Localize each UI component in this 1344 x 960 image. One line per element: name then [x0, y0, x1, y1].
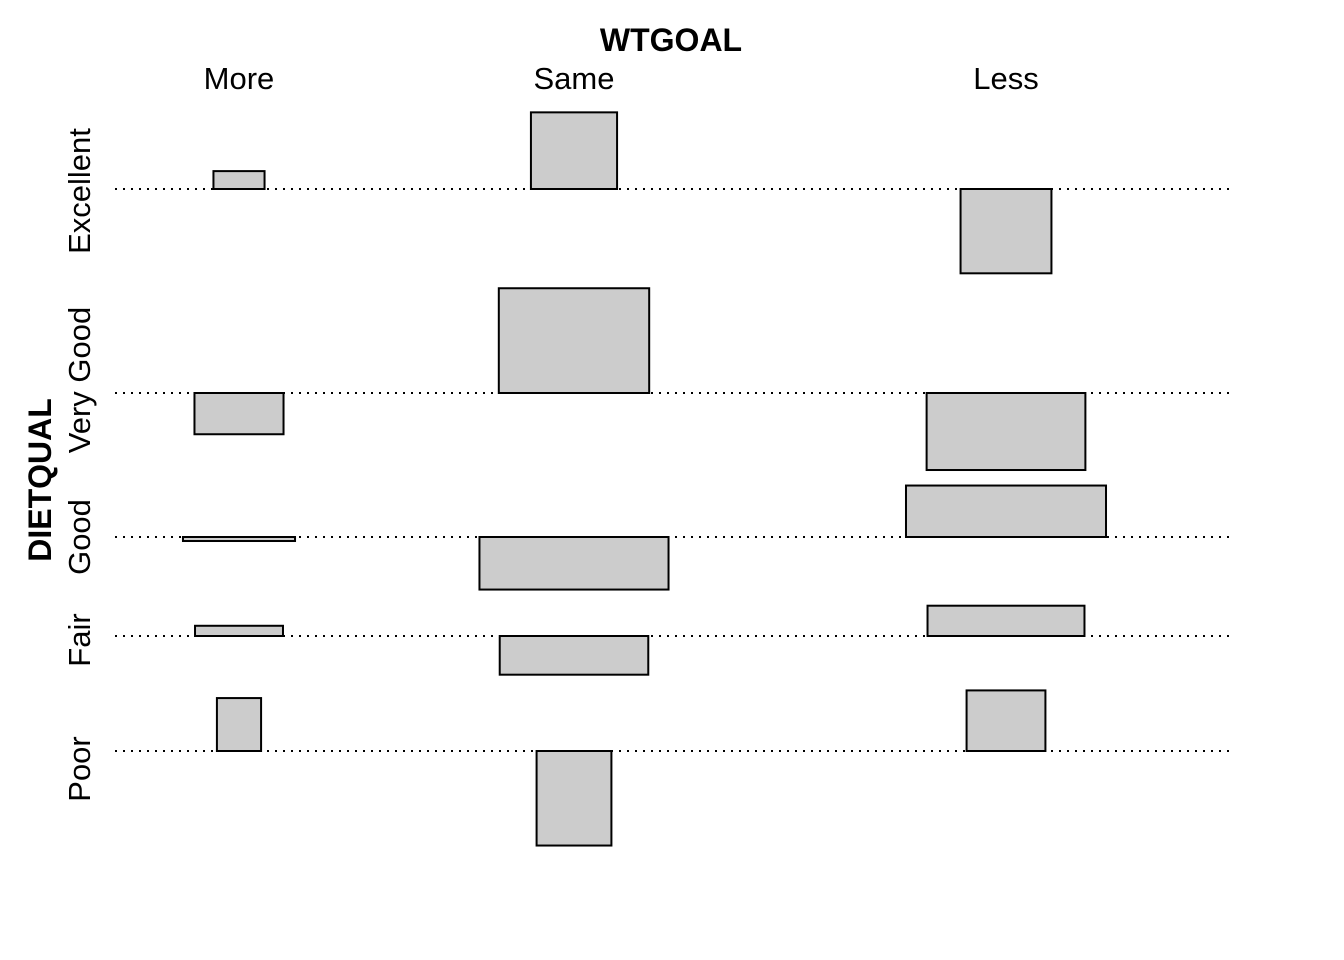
bar-excellent-same	[529, 111, 619, 190]
y-axis-title: DIETQUAL	[22, 398, 58, 562]
residual-bars	[181, 111, 1108, 847]
bar-poor-less	[965, 689, 1047, 752]
column-labels: More Same Less	[204, 61, 1039, 96]
column-label-less: Less	[973, 61, 1038, 96]
row-label-excellent: Excellent	[62, 128, 97, 254]
bar-excellent-more	[212, 170, 266, 191]
column-label-more: More	[204, 61, 275, 96]
bar-very-good-less	[925, 392, 1087, 472]
row-label-poor: Poor	[62, 736, 97, 801]
bar-poor-same	[535, 750, 613, 847]
bar-very-good-same	[497, 287, 651, 394]
row-labels: Excellent Very Good Good Fair Poor	[62, 128, 97, 802]
bar-fair-more	[194, 624, 284, 638]
bar-good-more	[181, 536, 297, 543]
bar-poor-more	[215, 697, 263, 753]
row-label-good: Good	[62, 499, 97, 575]
bar-fair-same	[498, 635, 650, 676]
bar-good-same	[478, 536, 670, 591]
bar-fair-less	[926, 604, 1086, 638]
bar-excellent-less	[959, 188, 1053, 275]
bar-very-good-more	[193, 392, 285, 436]
row-label-fair: Fair	[62, 613, 97, 666]
x-axis-title: WTGOAL	[600, 22, 742, 58]
row-label-very-good: Very Good	[62, 307, 97, 453]
bar-good-less	[904, 484, 1108, 539]
column-label-same: Same	[534, 61, 615, 96]
